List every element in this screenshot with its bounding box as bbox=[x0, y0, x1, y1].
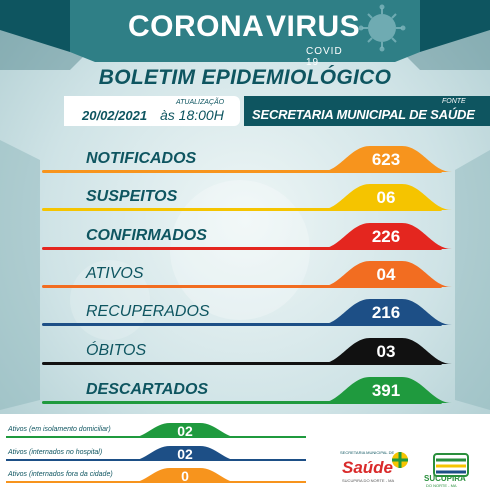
stat-value-shape bbox=[320, 377, 452, 403]
date-box bbox=[64, 96, 240, 126]
active-breakdown-value-shape bbox=[130, 423, 240, 438]
active-breakdown-label: Ativos (internados fora da cidade) bbox=[8, 471, 113, 478]
active-breakdown-value: 02 bbox=[177, 446, 193, 462]
sucupira-logo-text: SUCUPIRA bbox=[424, 474, 466, 483]
stat-line bbox=[42, 247, 442, 250]
stat-label: CONFIRMADOS bbox=[86, 227, 207, 244]
stat-value-shape bbox=[320, 299, 452, 325]
stat-line bbox=[42, 323, 442, 326]
stat-label: DESCARTADOS bbox=[86, 381, 209, 398]
title-covid: COVID 19 bbox=[306, 46, 343, 68]
stat-value: 04 bbox=[376, 265, 396, 284]
source-value: SECRETARIA MUNICIPAL DE SAÚDE bbox=[252, 107, 475, 122]
active-breakdown-row: Ativos (em isolamento domiciliar) 02 bbox=[0, 422, 330, 442]
active-breakdown-value-shape bbox=[130, 446, 240, 461]
sucupira-logo bbox=[433, 453, 469, 477]
title-virus: VIRUS bbox=[266, 10, 361, 43]
saude-logo-small-text: SECRETARIA MUNICIPAL DE bbox=[340, 450, 395, 455]
info-row: ATUALIZAÇÃO 20/02/2021 às 18:00H FONTE S… bbox=[0, 96, 490, 128]
bottom-panel bbox=[0, 414, 490, 490]
active-breakdown-value-shape bbox=[130, 468, 240, 483]
active-breakdown-value: 02 bbox=[177, 423, 193, 439]
stat-row: SUSPEITOS 06 bbox=[0, 182, 490, 218]
app-title: CORONA VIRUS COVID 19 bbox=[128, 10, 361, 68]
stat-line bbox=[42, 401, 442, 404]
stat-label: NOTIFICADOS bbox=[86, 150, 197, 167]
stat-label: ÓBITOS bbox=[86, 342, 147, 359]
stat-value: 391 bbox=[371, 381, 401, 400]
stat-row: ÓBITOS 03 bbox=[0, 336, 490, 372]
active-breakdown-label: Ativos (em isolamento domiciliar) bbox=[8, 426, 111, 433]
stat-value-shape bbox=[320, 261, 452, 287]
stat-label: RECUPERADOS bbox=[86, 303, 210, 320]
active-breakdown-row: Ativos (internados fora da cidade) 0 bbox=[0, 467, 330, 487]
stat-value-shape bbox=[320, 338, 452, 364]
saude-logo bbox=[392, 452, 408, 468]
active-breakdown-value: 0 bbox=[181, 468, 189, 484]
stat-value-shape bbox=[320, 223, 452, 249]
stat-line bbox=[42, 285, 442, 288]
virus-icon bbox=[358, 4, 406, 52]
stat-value: 06 bbox=[376, 188, 396, 207]
active-breakdown-label: Ativos (internados no hospital) bbox=[8, 449, 103, 456]
stat-value: 623 bbox=[371, 150, 401, 169]
stat-value: 216 bbox=[371, 303, 401, 322]
stat-label: ATIVOS bbox=[86, 265, 144, 282]
header-band bbox=[0, 0, 490, 62]
source-box bbox=[244, 96, 490, 126]
stat-line bbox=[42, 170, 442, 173]
stat-row: NOTIFICADOS 623 bbox=[0, 144, 490, 180]
stat-row: DESCARTADOS 391 bbox=[0, 375, 490, 411]
source-label: FONTE bbox=[442, 98, 466, 105]
update-time: às 18:00H bbox=[160, 107, 224, 123]
stat-value: 226 bbox=[371, 227, 401, 246]
stat-line bbox=[42, 362, 442, 365]
stat-row: RECUPERADOS 216 bbox=[0, 297, 490, 333]
stat-row: ATIVOS 04 bbox=[0, 259, 490, 295]
stat-value: 03 bbox=[376, 342, 396, 361]
saude-logo-text: Saúde bbox=[342, 458, 394, 477]
saude-logo-subtext: SUCUPIRA DO NORTE - MA bbox=[342, 478, 395, 483]
update-date: 20/02/2021 bbox=[82, 108, 148, 123]
stat-value-shape bbox=[320, 184, 452, 210]
title-corona: CORONA bbox=[128, 10, 265, 43]
stat-row: CONFIRMADOS 226 bbox=[0, 221, 490, 257]
stat-value-shape bbox=[320, 146, 452, 172]
stat-line bbox=[42, 208, 442, 211]
stat-label: SUSPEITOS bbox=[86, 188, 178, 205]
bulletin-title: BOLETIM EPIDEMIOLÓGICO bbox=[98, 66, 392, 89]
sucupira-logo-subtext: DO NORTE - MA bbox=[426, 483, 457, 488]
active-breakdown-row: Ativos (internados no hospital) 02 bbox=[0, 445, 330, 465]
update-label: ATUALIZAÇÃO bbox=[176, 99, 225, 106]
